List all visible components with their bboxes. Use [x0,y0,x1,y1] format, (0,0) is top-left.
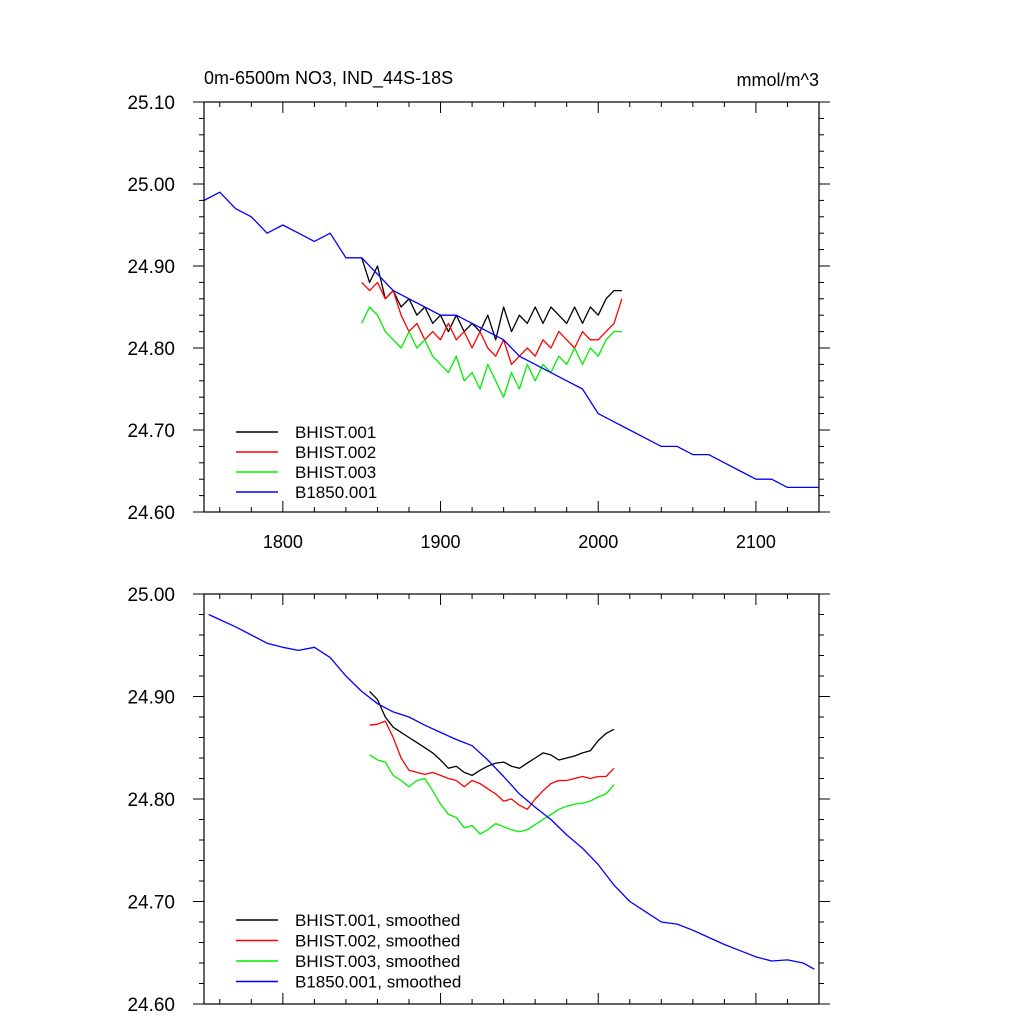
x-tick-label-top: 2100 [736,532,776,552]
y-tick-label-top: 25.00 [127,175,175,196]
legend-label-bhist-003-smoothed: BHIST.003, smoothed [295,952,460,971]
x-tick-label-top: 2000 [578,532,618,552]
series-line-b1850-001-smoothed [208,613,815,970]
y-tick-label-top: 24.60 [127,503,175,524]
series-line-bhist-001 [361,257,622,341]
legend-label-bhist-003: BHIST.003 [295,463,376,482]
x-tick-label-top: 1800 [263,532,303,552]
series-line-bhist-001-smoothed [369,690,615,777]
y-tick-label-top: 24.70 [127,421,175,442]
bottom-panel: 24.60 24.70 24.80 24.90 25.00 BHIST.001, smoo… [127,585,830,1016]
legend-label-b1850-001: B1850.001 [295,483,377,502]
plot-frame-top [203,101,820,513]
series-line-bhist-003-smoothed [369,754,615,835]
chart-title: 0m-6500m NO3, IND_44S-18S [204,68,453,89]
x-tick-label-top: 1900 [421,532,461,552]
legend-label-bhist-001: BHIST.001 [295,423,376,442]
series-line-b1850-001 [204,191,819,489]
series-line-bhist-003 [361,306,622,398]
series-line-bhist-002-smoothed [369,720,615,810]
y-tick-label-bottom: 24.60 [127,995,175,1016]
y-tick-label-bottom: 24.90 [127,688,175,709]
legend-label-bhist-002-smoothed: BHIST.002, smoothed [295,932,460,951]
plot-frame-bottom [203,593,820,1005]
legend-label-b1850-001-smoothed: B1850.001, smoothed [295,973,461,992]
units-label: mmol/m^3 [737,70,819,90]
y-tick-label-bottom: 25.00 [127,585,175,606]
y-tick-label-top: 24.90 [127,257,175,278]
series-line-bhist-002 [361,281,623,366]
legend-label-bhist-001-smoothed: BHIST.001, smoothed [295,911,460,930]
top-panel: 0m-6500m NO3, IND_44S-18S mmol/m^3 1800 1… [127,68,830,552]
y-tick-label-bottom: 24.80 [127,790,175,811]
y-tick-label-top: 25.10 [127,93,175,114]
y-tick-label-bottom: 24.70 [127,893,175,914]
legend-label-bhist-002: BHIST.002 [295,443,376,462]
y-tick-label-top: 24.80 [127,339,175,360]
